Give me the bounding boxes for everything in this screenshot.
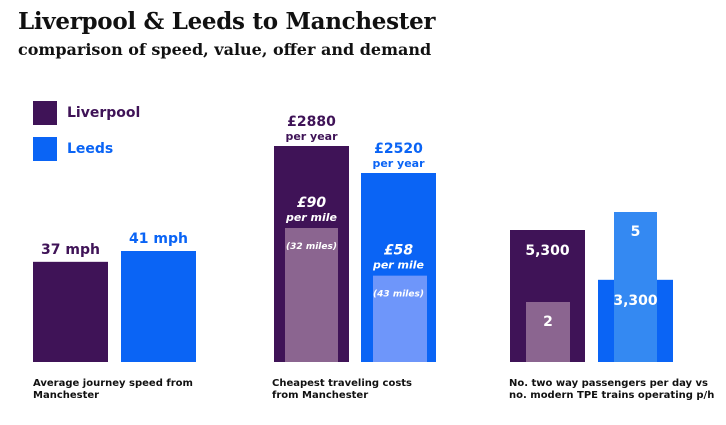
legend-item-liverpool: Liverpool [33, 101, 140, 125]
chart-title: Liverpool & Leeds to Manchester [18, 8, 436, 35]
cost-caption-line-1: Cheapest traveling costs [272, 378, 412, 389]
legend-item-leeds: Leeds [33, 137, 113, 161]
legend-swatch-liverpool [33, 101, 57, 125]
demand-caption-line-2: no. modern TPE trains operating p/h [509, 390, 715, 401]
legend-label-liverpool: Liverpool [67, 105, 141, 121]
demand-caption: No. two way passengers per day vs no. mo… [509, 378, 714, 402]
cost-year-label-liverpool: £2880 [287, 114, 336, 130]
legend-label-leeds: Leeds [67, 141, 114, 157]
cost-year-sublabel-liverpool: per year [285, 130, 338, 143]
cost-year-label-leeds: £2520 [374, 141, 423, 157]
passengers-label-leeds: 3,300 [613, 293, 658, 309]
trains-label-liverpool: 2 [543, 314, 553, 330]
speed-caption-line-2: Manchester [33, 390, 100, 401]
speed-label-leeds: 41 mph [129, 231, 188, 247]
speed-label-liverpool: 37 mph [41, 242, 100, 258]
cost-mile-sublabel-leeds: per mile [372, 259, 425, 272]
cost-mile-bar-leeds [373, 275, 427, 362]
cost-year-sublabel-leeds: per year [372, 157, 425, 170]
cost-miles-note-leeds: (43 miles) [373, 290, 424, 300]
chart-subtitle: comparison of speed, value, offer and de… [18, 40, 432, 59]
demand-caption-line-1: No. two way passengers per day vs [509, 378, 709, 389]
trains-label-leeds: 5 [631, 224, 641, 240]
cost-caption: Cheapest traveling costs from Manchester [272, 378, 412, 402]
speed-caption: Average journey speed from Manchester [33, 378, 193, 402]
cost-mile-sublabel-liverpool: per mile [285, 211, 338, 224]
speed-bar-leeds [121, 251, 196, 362]
trains-bar-leeds [614, 212, 657, 362]
speed-bar-liverpool [33, 261, 108, 362]
cost-mile-bar-liverpool [285, 228, 338, 362]
speed-caption-line-1: Average journey speed from [33, 378, 193, 389]
cost-mile-label-liverpool: £90 [297, 195, 326, 211]
legend-swatch-leeds [33, 137, 57, 161]
cost-caption-line-2: from Manchester [272, 390, 369, 401]
trains-bar-liverpool [526, 302, 570, 362]
cost-mile-label-leeds: £58 [384, 243, 413, 259]
cost-miles-note-liverpool: (32 miles) [286, 242, 337, 252]
passengers-label-liverpool: 5,300 [525, 243, 570, 259]
